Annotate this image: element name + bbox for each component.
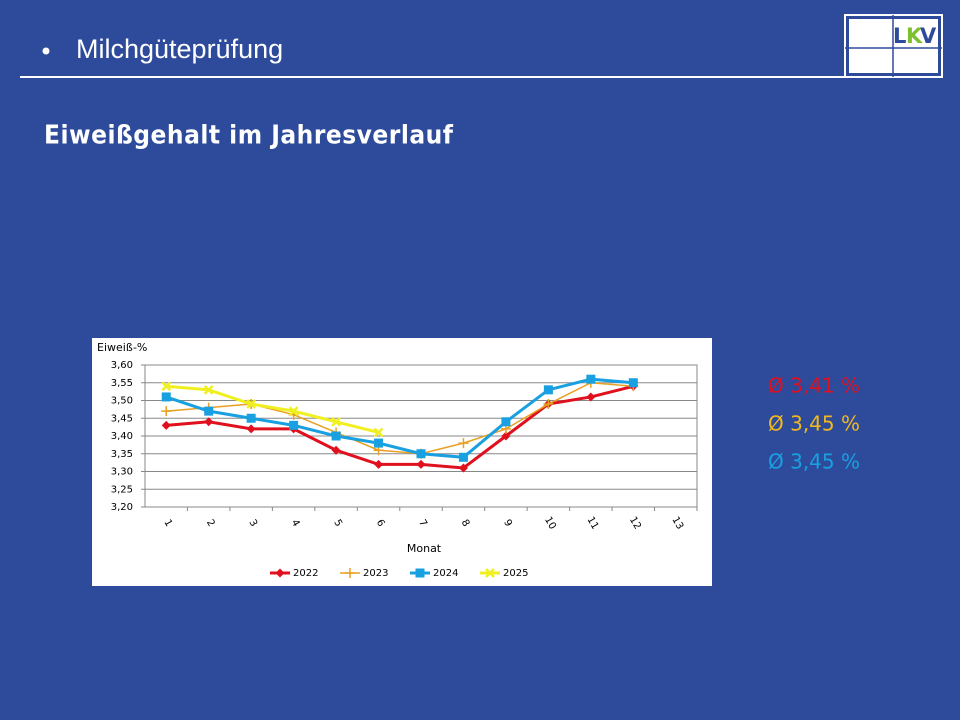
marker [275, 568, 285, 578]
y-tick-label: 3,35 [111, 449, 133, 460]
marker [543, 385, 553, 395]
legend-label: 2025 [503, 568, 528, 579]
marker [543, 399, 554, 410]
marker [289, 420, 299, 430]
x-tick-label: 2 [204, 518, 217, 529]
marker [161, 420, 171, 430]
marker [246, 399, 257, 409]
marker [331, 416, 341, 427]
marker [586, 374, 596, 384]
series-line [166, 381, 634, 455]
marker [288, 406, 299, 417]
x-tick-label: 9 [501, 518, 514, 529]
x-axis-label: Monat [407, 542, 442, 555]
y-tick-label: 3,20 [111, 502, 133, 513]
x-tick-label: 8 [459, 518, 472, 529]
legend-label: 2023 [363, 568, 388, 579]
marker [374, 438, 384, 448]
x-tick-label: 4 [289, 518, 302, 529]
logo-v: V [920, 24, 937, 48]
series-line [165, 377, 634, 459]
bullet [42, 47, 50, 55]
marker [246, 413, 256, 423]
marker [458, 463, 468, 473]
marker [161, 392, 171, 402]
marker [415, 568, 425, 578]
y-tick-label: 3,25 [111, 484, 133, 495]
series-line [166, 384, 634, 470]
logo-l: L [893, 24, 906, 48]
marker [161, 406, 172, 417]
marker [628, 378, 638, 388]
x-tick-label: 5 [331, 518, 344, 529]
subtitle: Eiweißgehalt im Jahresverlauf [44, 121, 454, 151]
y-tick-label: 3,60 [111, 360, 133, 371]
average-annotation: Ø 3,45 % [768, 412, 860, 436]
slide-title: Milchgüteprüfung [76, 34, 283, 64]
marker [374, 459, 384, 469]
marker [203, 384, 214, 395]
y-axis-label: Eiweiß-% [97, 341, 147, 354]
marker [204, 417, 214, 427]
marker [331, 445, 341, 455]
marker [204, 406, 214, 416]
average-annotation: Ø 3,41 % [768, 374, 860, 398]
y-tick-label: 3,55 [111, 378, 133, 389]
series-line [166, 384, 379, 434]
marker [345, 568, 355, 578]
marker [458, 438, 469, 449]
legend-label: 2024 [433, 568, 458, 579]
average-annotation: Ø 3,45 % [768, 450, 860, 474]
x-tick-label: 1 [161, 518, 174, 529]
marker [501, 417, 511, 427]
y-tick-label: 3,45 [111, 413, 133, 424]
y-tick-label: 3,50 [111, 396, 133, 407]
marker [501, 431, 511, 441]
y-tick-label: 3,40 [111, 431, 133, 442]
marker [586, 392, 596, 402]
marker [458, 452, 468, 462]
marker [416, 449, 426, 459]
plot-frame [144, 364, 698, 508]
chart-area [92, 338, 712, 586]
logo-k: K [906, 24, 923, 48]
x-tick-label: 6 [374, 518, 387, 529]
x-tick-label: 7 [416, 518, 429, 529]
y-tick-label: 3,30 [111, 467, 133, 478]
marker [485, 568, 495, 578]
x-tick-label: 3 [246, 518, 259, 529]
marker [246, 424, 256, 434]
marker [161, 381, 172, 392]
marker [331, 431, 341, 441]
marker [373, 427, 384, 438]
marker [416, 459, 426, 469]
legend-label: 2022 [293, 568, 318, 579]
